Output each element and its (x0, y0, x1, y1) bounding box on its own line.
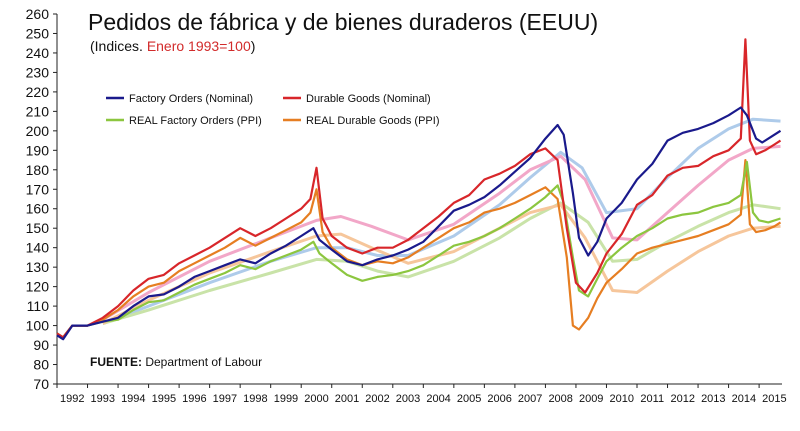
x-tick-label: 2007 (518, 393, 542, 405)
y-ticks: 70 80 90 100 110 120 130 140 150 160 170 180 190 200 2… (26, 6, 57, 392)
x-tick-label: 2006 (487, 393, 511, 405)
x-tick-label: 2014 (732, 393, 756, 405)
x-tick-label: 2013 (701, 393, 725, 405)
x-tick-label: 1999 (274, 393, 298, 405)
x-tick-label: 2004 (426, 393, 450, 405)
y-tick-label: 200 (26, 123, 50, 139)
y-tick-label: 180 (26, 162, 50, 178)
x-tick-label: 2015 (762, 393, 786, 405)
legend-label-real-factory-orders: REAL Factory Orders (PPI) (129, 115, 262, 127)
y-tick-label: 150 (26, 220, 50, 236)
x-ticks: 1992 1993 1994 1995 1996 1997 1998 1999 2000 2001… (56, 384, 787, 405)
y-tick-label: 190 (26, 142, 50, 158)
x-tick-label: 2000 (304, 393, 328, 405)
legend-label-durable-goods: Durable Goods (Nominal) (306, 93, 431, 105)
y-tick-label: 230 (26, 64, 50, 80)
y-tick-label: 100 (26, 318, 50, 334)
x-tick-label: 2005 (457, 393, 481, 405)
y-tick-label: 90 (33, 337, 49, 353)
x-tick-label: 1993 (91, 393, 115, 405)
y-tick-label: 130 (26, 259, 50, 275)
x-tick-label: 2008 (548, 393, 572, 405)
x-tick-label: 1996 (182, 393, 206, 405)
legend-label-real-durable-goods: REAL Durable Goods (PPI) (306, 115, 439, 127)
series-lines (56, 38, 782, 341)
x-tick-label: 1998 (243, 393, 267, 405)
y-tick-label: 160 (26, 201, 50, 217)
series-line-durable-goods (56, 38, 782, 339)
source-label: FUENTE: (90, 355, 142, 369)
y-tick-label: 260 (26, 6, 50, 22)
x-tick-label: 2009 (579, 393, 603, 405)
subtitle-highlight: Enero 1993=100 (147, 38, 251, 54)
chart-title: Pedidos de fábrica y de bienes duraderos… (88, 9, 598, 35)
y-tick-label: 120 (26, 279, 50, 295)
x-tick-label: 2012 (671, 393, 695, 405)
y-tick-label: 220 (26, 84, 50, 100)
y-tick-label: 70 (33, 376, 49, 392)
y-tick-label: 140 (26, 240, 50, 256)
source-note: FUENTE: Department of Labour (90, 355, 262, 369)
plot-frame (56, 14, 782, 385)
chart-subtitle: (Indices. Enero 1993=100) (90, 38, 255, 54)
x-tick-label: 2003 (396, 393, 420, 405)
series-line-factory-orders (56, 106, 782, 341)
series-line-real-factory-orders (56, 160, 781, 339)
trend-lines (102, 117, 781, 326)
x-tick-label: 1995 (152, 393, 176, 405)
subtitle-suffix: ) (251, 38, 256, 54)
x-tick-label: 2002 (365, 393, 389, 405)
subtitle-prefix: (Indices. (90, 38, 147, 54)
legend: Factory Orders (Nominal) Durable Goods (… (106, 93, 439, 127)
y-tick-label: 250 (26, 25, 50, 41)
y-tick-label: 110 (27, 298, 50, 314)
x-tick-label: 1992 (60, 393, 84, 405)
trend-line-2 (102, 201, 781, 326)
x-tick-label: 2011 (640, 393, 664, 405)
x-tick-label: 2001 (335, 393, 359, 405)
y-tick-label: 170 (26, 181, 50, 197)
y-tick-label: 210 (26, 103, 50, 119)
series-line-real-durable-goods (56, 159, 782, 339)
x-tick-label: 1997 (213, 393, 237, 405)
y-tick-label: 80 (33, 357, 49, 373)
x-tick-label: 1994 (121, 393, 145, 405)
source-text: Department of Labour (145, 355, 262, 369)
x-tick-label: 2010 (609, 393, 633, 405)
legend-label-factory-orders: Factory Orders (Nominal) (129, 93, 253, 105)
y-tick-label: 240 (26, 45, 50, 61)
